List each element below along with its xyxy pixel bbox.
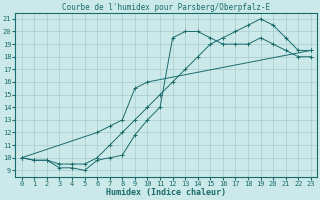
Title: Courbe de l'humidex pour Parsberg/Oberpfalz-E: Courbe de l'humidex pour Parsberg/Oberpf… — [62, 3, 270, 12]
X-axis label: Humidex (Indice chaleur): Humidex (Indice chaleur) — [106, 188, 226, 197]
